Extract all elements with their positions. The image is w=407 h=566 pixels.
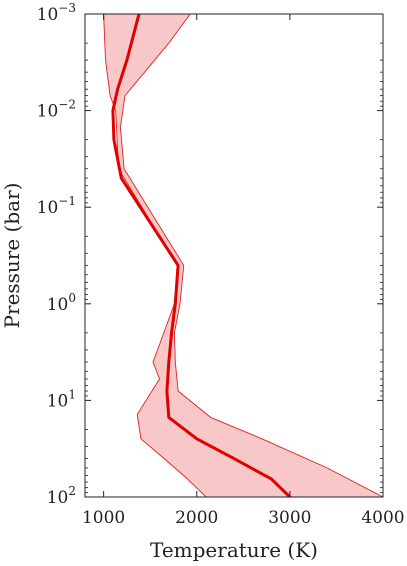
x-axis-title: Temperature (K) [150,538,318,562]
plot-area [103,14,383,497]
y-tick-label: 10−2 [37,98,76,122]
y-tick-label: 100 [47,291,76,315]
y-tick-label: 101 [47,387,76,411]
plot-clip-group [103,14,383,497]
y-tick-label: 10−1 [37,194,76,218]
y-tick-label: 10−3 [37,1,76,25]
x-tick-label: 4000 [361,508,404,528]
y-axis-title: Pressure (bar) [0,183,24,329]
x-tick-label: 2000 [175,508,218,528]
axis-ticks: 1000 2000 3000 4000 10−3 10−2 10−1 100 101 102 [37,1,405,528]
x-tick-label: 3000 [268,508,311,528]
plot-frame [84,13,384,498]
y-tick-label: 102 [47,484,76,508]
median-profile-line [111,14,292,497]
x-tick-label: 1000 [82,508,125,528]
